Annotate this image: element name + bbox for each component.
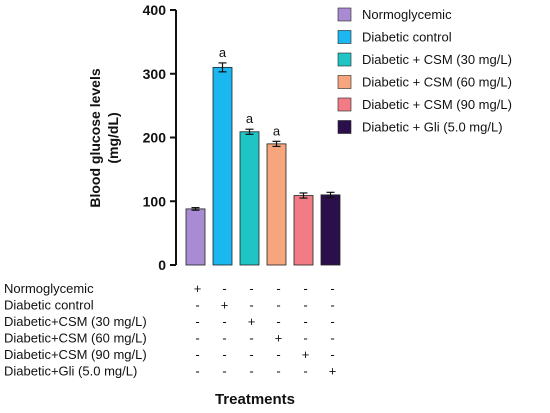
treatment-row-label: Diabetic+CSM (30 mg/L)	[4, 314, 147, 329]
legend-swatch	[337, 7, 352, 22]
treatment-sign: -	[249, 364, 253, 379]
treatment-sign: +	[221, 298, 229, 313]
treatment-sign: -	[276, 281, 280, 296]
treatment-sign: -	[195, 298, 199, 313]
y-tick-label: 0	[158, 257, 166, 273]
treatment-sign: -	[195, 347, 199, 362]
treatment-sign: -	[222, 364, 226, 379]
x-axis-label: Treatments	[215, 391, 295, 408]
treatment-sign: -	[330, 331, 334, 346]
treatment-row-label: Diabetic control	[4, 298, 94, 313]
treatment-sign: -	[330, 298, 334, 313]
treatment-sign: -	[303, 364, 307, 379]
treatment-sign: +	[329, 364, 337, 379]
treatment-row-label: Diabetic+CSM (60 mg/L)	[4, 331, 147, 346]
treatment-sign: -	[330, 281, 334, 296]
treatment-sign: -	[195, 364, 199, 379]
legend-label: Normoglycemic	[362, 7, 452, 22]
y-tick-label: 400	[143, 2, 167, 18]
bar	[293, 195, 314, 266]
legend: Normoglycemic Diabetic control Diabetic + …	[337, 7, 512, 135]
legend-label: Diabetic control	[362, 30, 452, 45]
legend-swatch	[337, 30, 352, 44]
y-axis-label-line-1: Blood glucose levels	[87, 68, 103, 207]
legend-label: Diabetic + CSM (90 mg/L)	[362, 97, 512, 112]
significance-label: a	[273, 123, 281, 138]
y-tick-label: 200	[143, 130, 167, 146]
bar	[185, 208, 206, 266]
legend-swatch	[337, 120, 352, 134]
bar	[320, 194, 341, 266]
treatment-sign: +	[248, 314, 256, 329]
legend-label: Diabetic + CSM (60 mg/L)	[362, 75, 512, 90]
treatment-sign: -	[330, 347, 334, 362]
treatment-sign: -	[249, 298, 253, 313]
y-axis-label-line-2: (mg/dL)	[105, 112, 121, 163]
treatment-sign: -	[276, 298, 280, 313]
treatment-sign: -	[303, 281, 307, 296]
treatment-sign: -	[303, 298, 307, 313]
y-tick-label: 100	[143, 193, 167, 209]
treatment-sign: -	[249, 331, 253, 346]
treatment-sign: -	[222, 347, 226, 362]
bar	[266, 143, 287, 266]
treatment-sign: -	[222, 314, 226, 329]
legend-label: Diabetic + Gli (5.0 mg/L)	[362, 120, 503, 135]
treatment-row-label: Normoglycemic	[4, 281, 94, 296]
treatment-row-label: Diabetic+Gli (5.0 mg/L)	[4, 364, 137, 379]
legend-swatch	[337, 52, 352, 67]
bars: a a a	[185, 45, 341, 266]
treatment-sign: -	[249, 347, 253, 362]
treatment-sign: -	[303, 314, 307, 329]
treatment-sign: +	[275, 331, 283, 346]
treatment-sign: +	[302, 347, 310, 362]
treatment-sign: -	[276, 314, 280, 329]
legend-swatch	[337, 97, 352, 112]
bar	[212, 66, 233, 266]
treatment-sign: +	[194, 281, 202, 296]
legend-swatch	[337, 75, 352, 89]
legend-label: Diabetic + CSM (30 mg/L)	[362, 52, 512, 67]
treatment-sign: -	[276, 347, 280, 362]
bar	[239, 131, 260, 266]
treatment-sign: -	[222, 331, 226, 346]
treatment-sign: -	[303, 331, 307, 346]
significance-label: a	[246, 111, 254, 126]
treatment-row-label: Diabetic+CSM (90 mg/L)	[4, 347, 147, 362]
treatment-table: Normoglycemic + - - - - -Diabetic control - + - - -…	[4, 281, 336, 379]
y-tick-label: 300	[143, 66, 167, 82]
treatment-sign: -	[276, 364, 280, 379]
treatment-sign: -	[249, 281, 253, 296]
treatment-sign: -	[222, 281, 226, 296]
treatment-sign: -	[195, 314, 199, 329]
significance-label: a	[219, 45, 227, 60]
treatment-sign: -	[195, 331, 199, 346]
axes: 0 100 200 300 400	[143, 2, 177, 273]
treatment-sign: -	[330, 314, 334, 329]
